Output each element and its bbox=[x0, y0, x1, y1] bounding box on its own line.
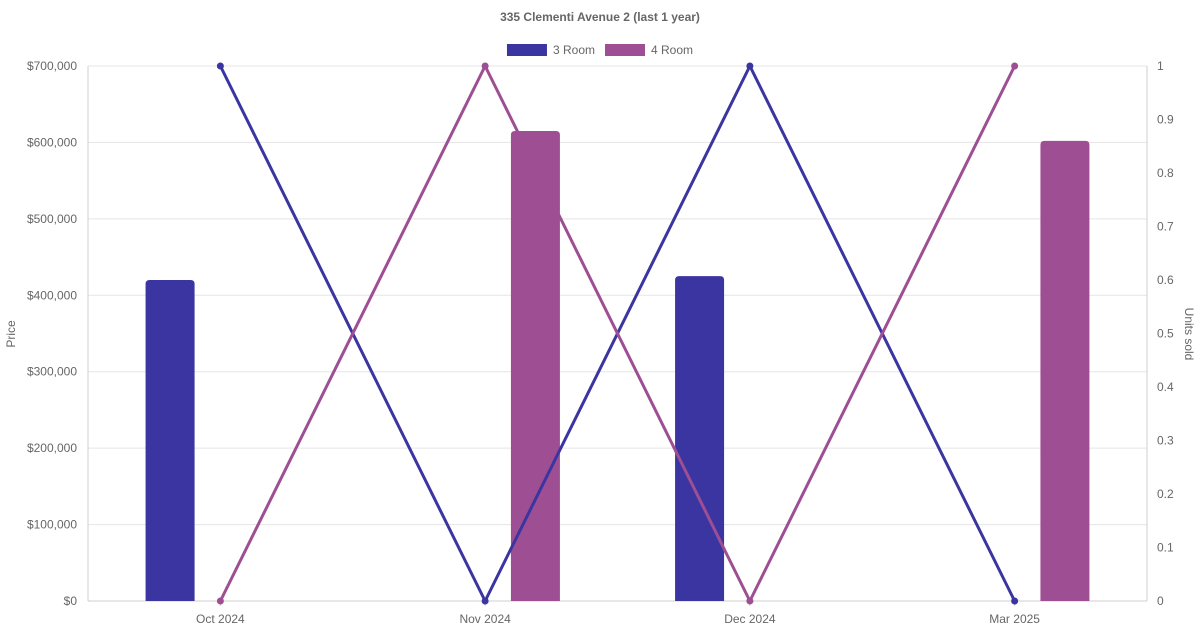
y-tick-label: $600,000 bbox=[27, 135, 77, 149]
point-3-room[interactable] bbox=[216, 62, 224, 70]
line-4-room[interactable] bbox=[219, 64, 1016, 603]
legend-swatch[interactable] bbox=[605, 44, 645, 56]
points bbox=[216, 62, 1019, 605]
y2-tick-label: 0.4 bbox=[1157, 380, 1174, 394]
x-axis: Oct 2024 Nov 2024 Dec 2024 Mar 2025 bbox=[196, 601, 1040, 626]
y-axis-left: $0 $100,000 $200,000 $300,000 $400,000 $500,0… bbox=[27, 59, 77, 608]
point-3-room[interactable] bbox=[1011, 597, 1019, 605]
point-3-room[interactable] bbox=[746, 62, 754, 70]
y-tick-label: $300,000 bbox=[27, 365, 77, 379]
chart-title: 335 Clementi Avenue 2 (last 1 year) bbox=[500, 10, 700, 24]
bar-4-room[interactable] bbox=[1040, 140, 1090, 601]
point-4-room[interactable] bbox=[481, 62, 489, 70]
y-tick-label: $700,000 bbox=[27, 59, 77, 73]
y-axis-right: 0 0.1 0.2 0.3 0.4 0.5 0.6 0.7 0.8 0.9 1 bbox=[1157, 59, 1174, 608]
y2-tick-label: 0.5 bbox=[1157, 327, 1174, 341]
point-4-room[interactable] bbox=[746, 597, 754, 605]
bar-3-room[interactable] bbox=[145, 280, 195, 601]
y2-tick-label: 0.2 bbox=[1157, 487, 1174, 501]
x-tick-label: Mar 2025 bbox=[989, 612, 1040, 626]
y2-tick-label: 0 bbox=[1157, 594, 1164, 608]
legend-label[interactable]: 4 Room bbox=[651, 43, 693, 57]
lines bbox=[219, 64, 1016, 603]
y-tick-label: $200,000 bbox=[27, 441, 77, 455]
x-tick-label: Dec 2024 bbox=[724, 612, 776, 626]
grid bbox=[87, 65, 1148, 602]
y2-tick-label: 1 bbox=[1157, 59, 1164, 73]
point-4-room[interactable] bbox=[216, 597, 224, 605]
y-axis-title: Price bbox=[4, 320, 18, 348]
legend-swatch[interactable] bbox=[506, 44, 547, 56]
legend-label[interactable]: 3 Room bbox=[553, 43, 595, 57]
bars bbox=[145, 130, 1090, 601]
y2-tick-label: 0.3 bbox=[1157, 434, 1174, 448]
point-4-room[interactable] bbox=[1011, 62, 1019, 70]
y2-tick-label: 0.7 bbox=[1157, 220, 1174, 234]
y2-tick-label: 0.8 bbox=[1157, 166, 1174, 180]
y-tick-label: $0 bbox=[64, 594, 78, 608]
y-tick-label: $400,000 bbox=[27, 288, 77, 302]
legend[interactable]: 3 Room 4 Room bbox=[506, 43, 693, 57]
bar-4-room[interactable] bbox=[510, 130, 560, 601]
y-tick-label: $100,000 bbox=[27, 518, 77, 532]
y2-tick-label: 0.1 bbox=[1157, 541, 1174, 555]
y2-tick-label: 0.9 bbox=[1157, 113, 1174, 127]
point-3-room[interactable] bbox=[481, 597, 489, 605]
bar-3-room[interactable] bbox=[675, 276, 725, 601]
y-tick-label: $500,000 bbox=[27, 212, 77, 226]
y2-tick-label: 0.6 bbox=[1157, 273, 1174, 287]
x-tick-label: Nov 2024 bbox=[459, 612, 511, 626]
x-tick-label: Oct 2024 bbox=[196, 612, 245, 626]
y2-axis-title: Units sold bbox=[1182, 308, 1196, 361]
